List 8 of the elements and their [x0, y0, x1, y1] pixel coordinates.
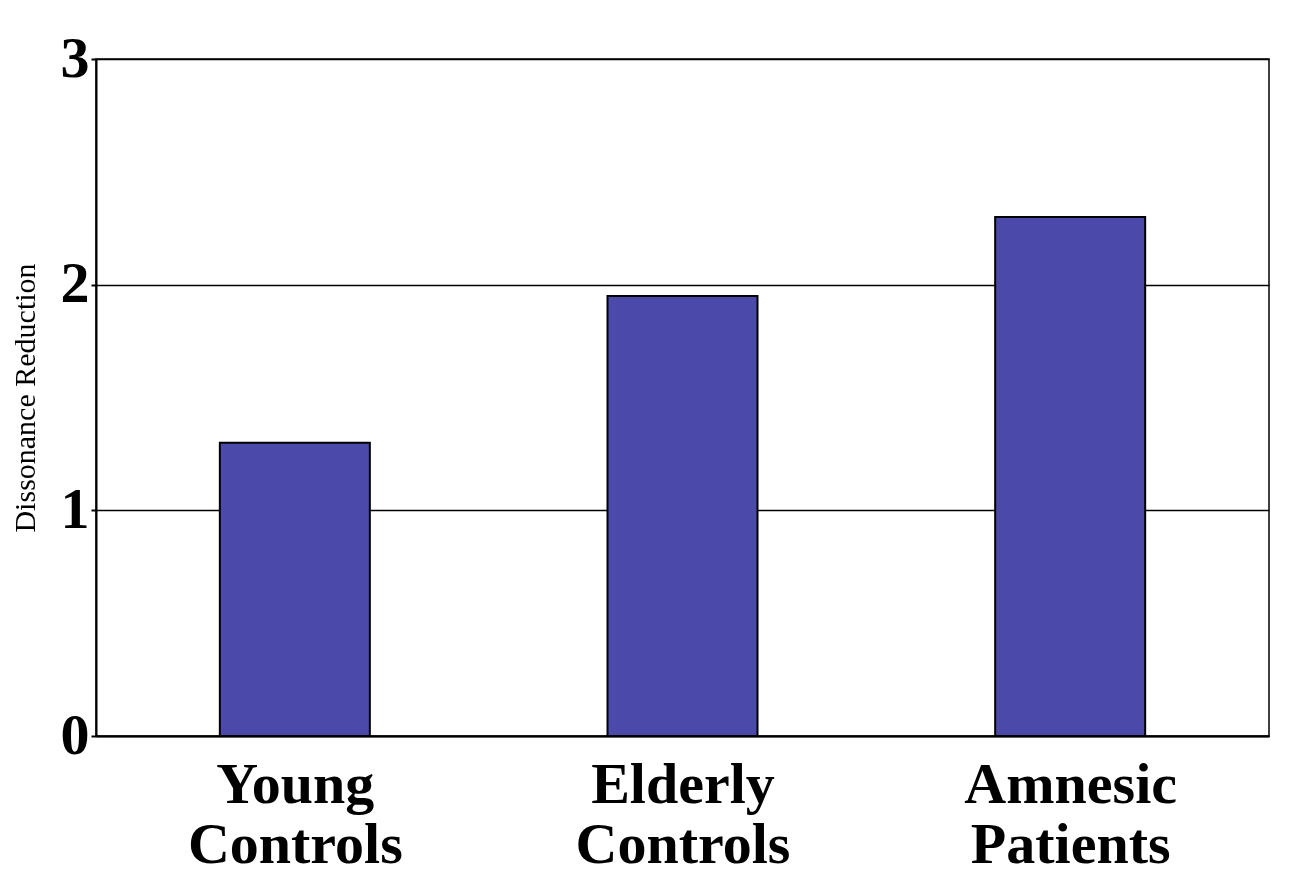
y-tick-label: 2 — [60, 250, 90, 316]
x-tick-label: Amnesic Patients — [964, 750, 1177, 876]
y-axis-title: Dissonance Reduction — [7, 263, 41, 533]
y-tick-label: 3 — [60, 24, 90, 90]
x-tick-label: Young Controls — [187, 750, 403, 876]
y-tick-label: 0 — [60, 701, 90, 767]
x-tick-label: Elderly Controls — [575, 750, 791, 876]
y-tick-label: 1 — [60, 475, 90, 541]
